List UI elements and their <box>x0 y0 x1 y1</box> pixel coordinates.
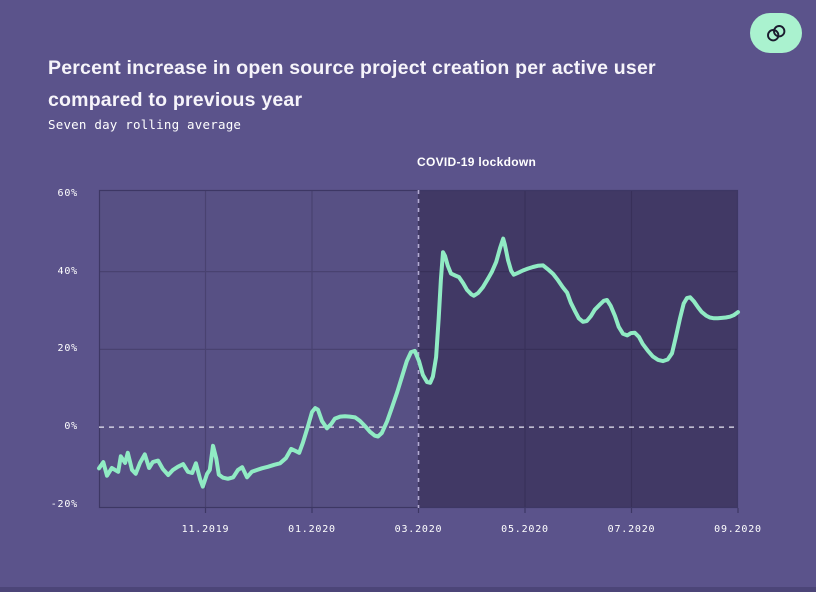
x-axis-label: 09.2020 <box>714 524 762 535</box>
y-axis-label: 60% <box>57 187 78 199</box>
window-bottom-edge <box>0 587 816 592</box>
share-link-button[interactable] <box>750 13 802 53</box>
y-axis-label: 0% <box>64 421 78 433</box>
page-subtitle: Seven day rolling average <box>48 117 242 132</box>
y-axis-label: -20% <box>50 498 78 510</box>
page-title-line-1: Percent increase in open source project … <box>48 57 656 79</box>
covid-lockdown-annotation: COVID-19 lockdown <box>417 155 537 169</box>
x-axis-label: 07.2020 <box>607 524 656 535</box>
chart-canvas <box>97 189 740 513</box>
x-axis-label: 03.2020 <box>394 524 443 535</box>
y-axis-label: 40% <box>57 265 78 277</box>
page-title-line-2: compared to previous year <box>48 89 303 111</box>
y-axis-label: 20% <box>57 343 78 355</box>
link-rings-icon <box>763 20 789 46</box>
x-axis-label: 01.2020 <box>288 524 336 535</box>
page-title: Percent increase in open source project … <box>48 52 748 116</box>
line-chart: 60% 40% 20% 0% -20% 11.2019 01.2020 03.2020 05.2… <box>51 188 761 535</box>
x-axis-label: 05.2020 <box>501 524 549 535</box>
x-axis-label: 11.2019 <box>181 524 230 535</box>
